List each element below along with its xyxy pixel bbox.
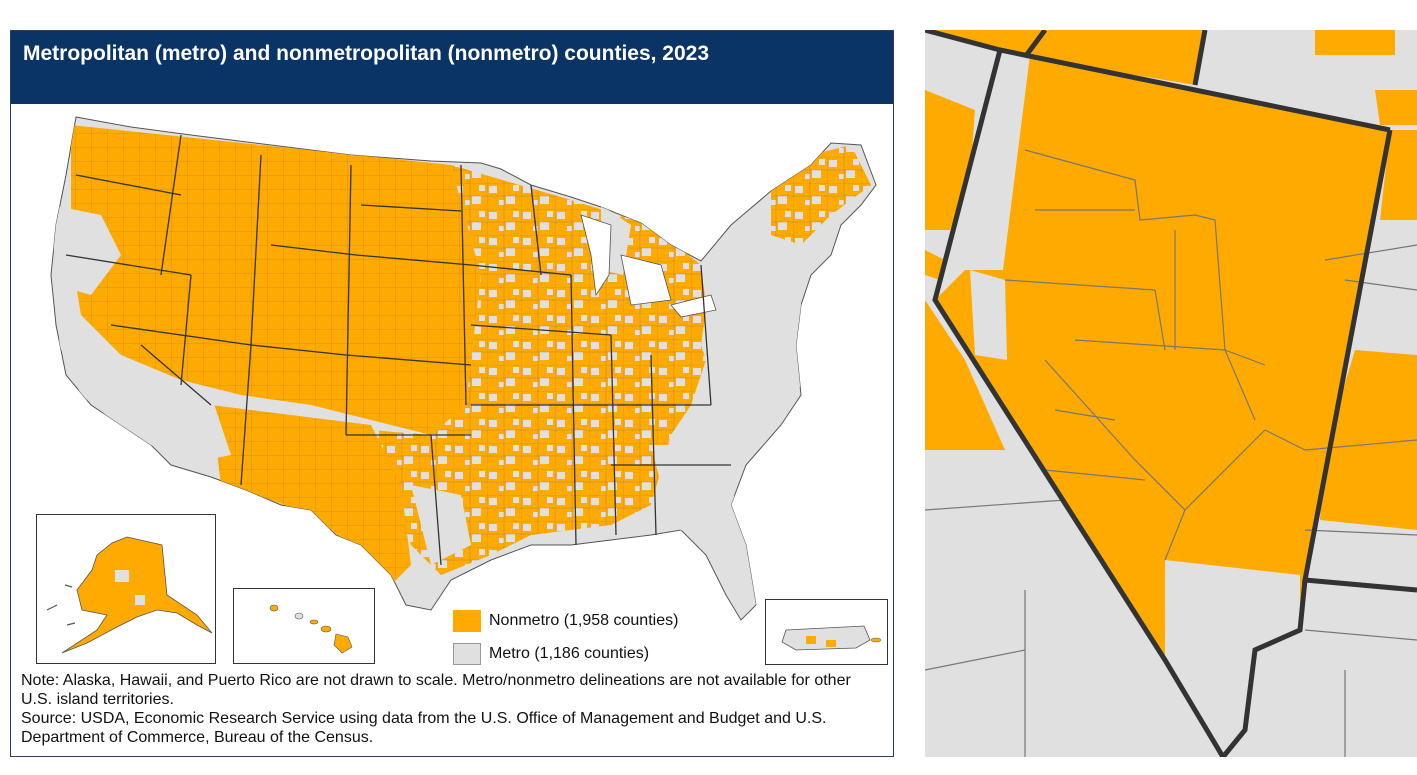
legend-item-nonmetro: Nonmetro (1,958 counties) xyxy=(453,604,678,637)
legend-swatch-nonmetro xyxy=(453,609,481,632)
title-bar: Metropolitan (metro) and nonmetropolitan… xyxy=(11,31,893,104)
county-borders xyxy=(925,149,1417,757)
legend-swatch-metro xyxy=(453,642,481,665)
alaska-inset xyxy=(36,514,216,664)
legend-label-nonmetro: Nonmetro (1,958 counties) xyxy=(489,611,679,629)
map-notes: Note: Alaska, Hawaii, and Puerto Rico ar… xyxy=(21,671,881,747)
legend-label-metro: Metro (1,186 counties) xyxy=(489,644,650,662)
hawaii-inset xyxy=(233,588,375,664)
note-text: Note: Alaska, Hawaii, and Puerto Rico ar… xyxy=(21,672,851,708)
state-borders xyxy=(65,134,731,566)
zoom-state-borders xyxy=(925,30,1417,757)
map-legend: Nonmetro (1,958 counties) Metro (1,186 c… xyxy=(453,604,678,670)
legend-item-metro: Metro (1,186 counties) xyxy=(453,637,678,670)
us-map xyxy=(50,116,877,621)
map-figure: Metropolitan (metro) and nonmetropolitan… xyxy=(10,30,894,757)
source-text: Source: USDA, Economic Research Service … xyxy=(21,710,827,746)
zoom-panel-nevada xyxy=(925,30,1417,757)
map-title: Metropolitan (metro) and nonmetropolitan… xyxy=(23,42,710,65)
great-lakes xyxy=(580,214,717,318)
puerto-rico-inset xyxy=(765,599,888,665)
